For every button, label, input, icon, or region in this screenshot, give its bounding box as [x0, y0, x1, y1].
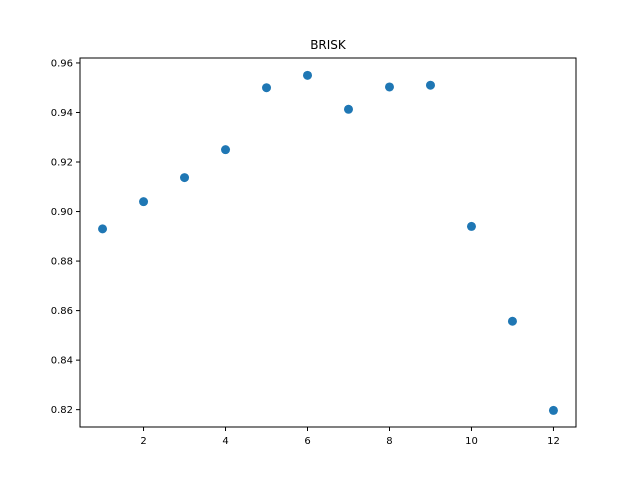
- x-tick-label: 6: [304, 436, 310, 447]
- y-tick-label: 0.82: [51, 405, 73, 416]
- x-axis-ticks: 2 4 6 8 10 12: [140, 427, 560, 447]
- x-tick-label: 4: [222, 436, 228, 447]
- x-tick-label: 12: [547, 436, 560, 447]
- data-point: [262, 83, 272, 93]
- data-point: [303, 70, 313, 80]
- x-tick-label: 8: [386, 436, 392, 447]
- data-point: [425, 80, 435, 90]
- plot-frame: [79, 57, 577, 428]
- data-point: [384, 82, 394, 92]
- y-tick-label: 0.96: [51, 58, 73, 69]
- data-point: [343, 104, 353, 114]
- x-tick-label: 10: [465, 436, 478, 447]
- data-point: [221, 145, 231, 155]
- data-point: [180, 173, 190, 183]
- y-tick-label: 0.84: [51, 356, 73, 367]
- y-tick-label: 0.90: [51, 207, 73, 218]
- y-tick-label: 0.92: [51, 158, 73, 169]
- data-point: [507, 316, 517, 326]
- y-tick-label: 0.88: [51, 257, 73, 268]
- data-point: [466, 221, 476, 231]
- y-tick-label: 0.94: [51, 108, 73, 119]
- x-tick-label: 2: [140, 436, 146, 447]
- data-points: [98, 70, 558, 415]
- data-point: [98, 224, 108, 234]
- data-point: [548, 405, 558, 415]
- y-tick-label: 0.86: [51, 306, 73, 317]
- chart-title: BRISK: [310, 38, 347, 52]
- data-point: [139, 197, 149, 207]
- y-axis-ticks: 0.82 0.84 0.86 0.88 0.90 0.92 0.94 0.96: [51, 58, 80, 416]
